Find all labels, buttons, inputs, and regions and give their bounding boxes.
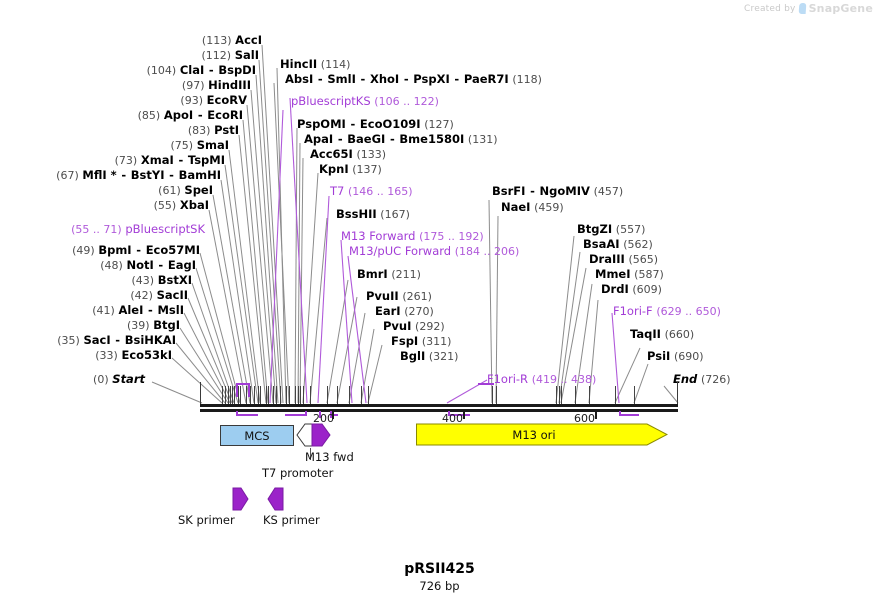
primer-ks-arrow[interactable] xyxy=(266,487,284,511)
enzyme-label: PvuII (261) xyxy=(366,289,432,303)
enzyme-label: (33) Eco53kI xyxy=(95,348,172,362)
watermark-prefix: Created by xyxy=(744,3,796,14)
feature-label: T7 (146 .. 165) xyxy=(330,184,413,198)
cut-site-ticks xyxy=(200,382,678,404)
enzyme-label: (48) NotI - EagI xyxy=(100,258,196,272)
enzyme-label: (42) SacII xyxy=(130,288,188,302)
enzyme-label: (85) ApoI - EcoRI xyxy=(137,108,243,122)
enzyme-label: (49) BpmI - Eco57MI xyxy=(72,243,200,257)
enzyme-label: (35) SacI - BsiHKAI xyxy=(57,333,176,347)
enzyme-label: (39) BtgI xyxy=(126,318,180,332)
enzyme-label: (97) HindIII xyxy=(181,78,251,92)
primer-sk-label: SK primer xyxy=(178,513,235,527)
enzyme-label: (55) XbaI xyxy=(153,198,209,212)
enzyme-label: BssHII (167) xyxy=(336,207,410,221)
feature-label: M13/pUC Forward (184 .. 206) xyxy=(349,244,520,258)
enzyme-label: (41) AleI - MslI xyxy=(92,303,184,317)
ruler-label-600: 600 xyxy=(574,412,595,425)
feature-label: M13 Forward (175 .. 192) xyxy=(341,229,484,243)
enzyme-label: FspI (311) xyxy=(391,334,452,348)
enzyme-label: BsaAI (562) xyxy=(583,237,653,251)
feature-mcs-label: MCS xyxy=(244,428,270,443)
enzyme-label: (83) PstI xyxy=(187,123,239,137)
enzyme-label: (61) SpeI xyxy=(158,183,213,197)
enzyme-label: (113) AccI xyxy=(201,33,262,47)
snapgene-logo-icon xyxy=(798,3,806,14)
enzyme-label: (112) SalI xyxy=(201,48,259,62)
enzyme-label: PspOMI - EcoO109I (127) xyxy=(297,117,454,131)
feature-m13-fwd[interactable] xyxy=(311,422,331,448)
snapgene-watermark: Created by SnapGene xyxy=(744,2,873,15)
watermark-brand: SnapGene xyxy=(808,2,873,15)
enzyme-label: PsiI (690) xyxy=(647,349,704,363)
t7-promoter-leader xyxy=(310,448,312,460)
feature-label: F1ori-R (419 .. 438) xyxy=(487,372,597,386)
plasmid-length: 726 bp xyxy=(419,579,460,593)
end-label: End (726) xyxy=(673,372,731,386)
enzyme-label: (75) SmaI xyxy=(170,138,229,152)
enzyme-label: BmrI (211) xyxy=(357,267,421,281)
feature-m13-ori-label: M13 ori xyxy=(512,428,555,442)
enzyme-label: BsrFI - NgoMIV (457) xyxy=(492,184,624,198)
enzyme-label: PvuI (292) xyxy=(383,319,445,333)
enzyme-label: BglI (321) xyxy=(400,349,459,363)
enzyme-label: AbsI - SmlI - XhoI - PspXI - PaeR7I (118… xyxy=(285,72,542,86)
enzyme-label: (43) BstXI xyxy=(131,273,192,287)
ruler-label-400: 400 xyxy=(442,412,463,425)
enzyme-label: DrdI (609) xyxy=(601,282,662,296)
primer-sk-arrow[interactable] xyxy=(232,487,250,511)
ruler-label-200: 200 xyxy=(313,412,334,425)
plasmid-name: pRSII425 xyxy=(404,561,475,577)
enzyme-label: MmeI (587) xyxy=(595,267,664,281)
plasmid-title-block: pRSII425 726 bp xyxy=(0,561,879,593)
enzyme-label: (67) MflI * - BstYI - BamHI xyxy=(56,168,221,182)
feature-label: (55 .. 71) pBluescriptSK xyxy=(71,222,205,236)
enzyme-label: KpnI (137) xyxy=(319,162,382,176)
start-label: (0) Start xyxy=(93,372,145,386)
enzyme-label: HincII (114) xyxy=(280,57,351,71)
enzyme-label: BtgZI (557) xyxy=(577,222,646,236)
enzyme-label: TaqII (660) xyxy=(630,327,695,341)
enzyme-label: (73) XmaI - TspMI xyxy=(114,153,225,167)
ruler: 200 400 600 xyxy=(200,411,678,433)
feature-label: F1ori-F (629 .. 650) xyxy=(613,304,721,318)
enzyme-label: DraIII (565) xyxy=(589,252,659,266)
enzyme-label: (93) EcoRV xyxy=(180,93,247,107)
feature-mcs[interactable]: MCS xyxy=(220,425,294,446)
primer-ks-label: KS primer xyxy=(263,513,320,527)
feature-t7-promoter-caption: T7 promoter xyxy=(262,466,334,480)
enzyme-label: (104) ClaI - BspDI xyxy=(146,63,256,77)
feature-m13-fwd-caption: M13 fwd xyxy=(305,450,354,464)
plasmid-backbone xyxy=(200,404,678,412)
enzyme-label: ApaI - BaeGI - Bme1580I (131) xyxy=(304,132,498,146)
enzyme-label: EarI (270) xyxy=(375,304,434,318)
enzyme-label: Acc65I (133) xyxy=(310,147,387,161)
feature-label: pBluescriptKS (106 .. 122) xyxy=(291,94,439,108)
enzyme-label: NaeI (459) xyxy=(501,200,564,214)
feature-m13-ori[interactable]: M13 ori xyxy=(416,423,668,446)
